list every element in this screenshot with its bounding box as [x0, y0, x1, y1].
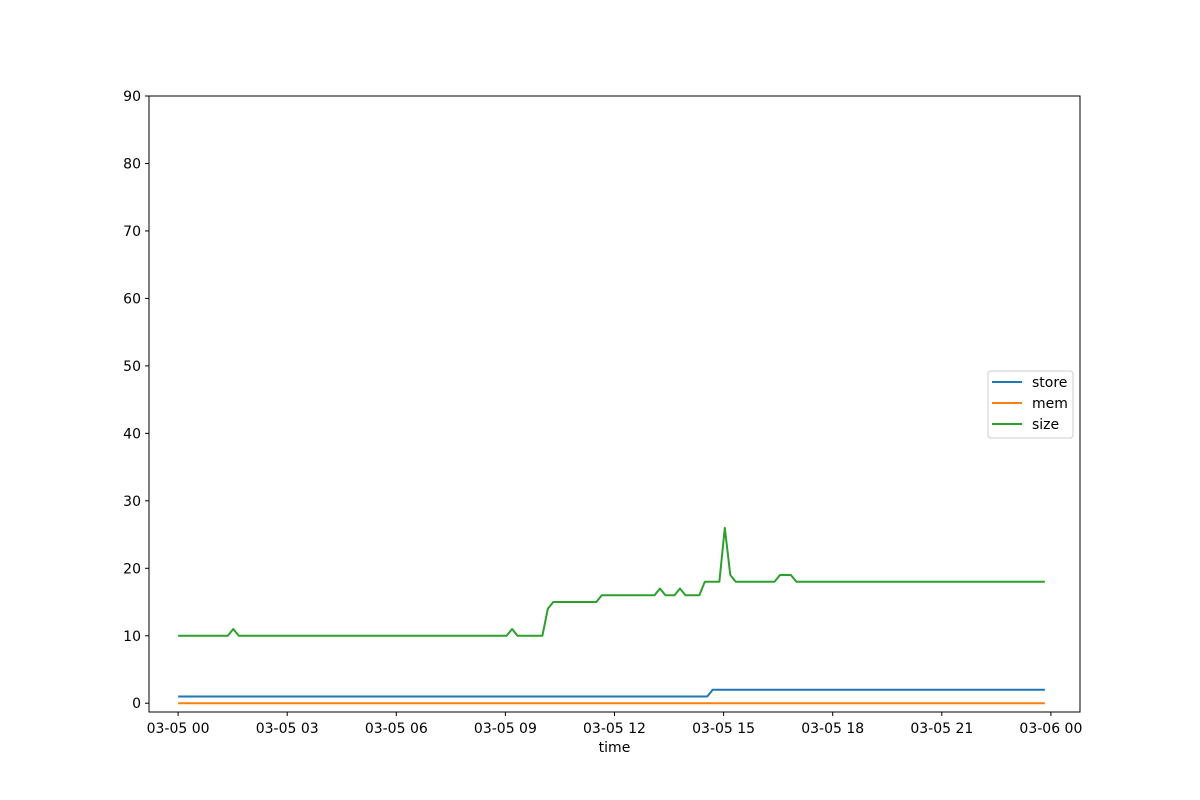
- series-line-store: [178, 688, 1045, 698]
- x-axis: 03-05 00 03-05 03 03-05 06 03-05 09 03-05 12…: [147, 712, 1082, 737]
- y-tick-label: 80: [123, 156, 141, 172]
- y-tick-label: 90: [123, 89, 141, 105]
- x-tick-label: 03-05 00: [147, 721, 210, 737]
- y-tick-label: 20: [123, 561, 141, 577]
- x-tick-label: 03-06 00: [1019, 721, 1082, 737]
- y-tick-label: 30: [123, 494, 141, 510]
- x-tick-label: 03-05 18: [801, 721, 864, 737]
- x-tick-label: 03-05 12: [583, 721, 646, 737]
- x-tick-label: 03-05 15: [692, 721, 755, 737]
- y-tick-label: 50: [123, 359, 141, 375]
- x-tick-label: 03-05 09: [474, 721, 537, 737]
- series-line-size: [178, 526, 1045, 637]
- legend-box: [987, 370, 1074, 439]
- legend: store mem size: [987, 370, 1074, 439]
- series-layer: [178, 526, 1045, 705]
- y-tick-label: 10: [123, 629, 141, 645]
- y-tick-label: 40: [123, 426, 141, 442]
- x-tick-label: 03-05 21: [910, 721, 973, 737]
- legend-label-size: size: [1032, 417, 1059, 433]
- x-tick-label: 03-05 03: [256, 721, 319, 737]
- legend-label-store: store: [1032, 375, 1067, 391]
- y-tick-label: 0: [132, 696, 141, 712]
- legend-label-mem: mem: [1032, 396, 1068, 412]
- y-tick-label: 70: [123, 224, 141, 240]
- x-axis-label: time: [599, 740, 631, 756]
- x-tick-label: 03-05 06: [365, 721, 428, 737]
- y-tick-label: 60: [123, 291, 141, 307]
- y-axis: 0 10 20 30 40 50 60 70 80 90: [123, 89, 149, 712]
- plot-area-frame: [148, 95, 1081, 713]
